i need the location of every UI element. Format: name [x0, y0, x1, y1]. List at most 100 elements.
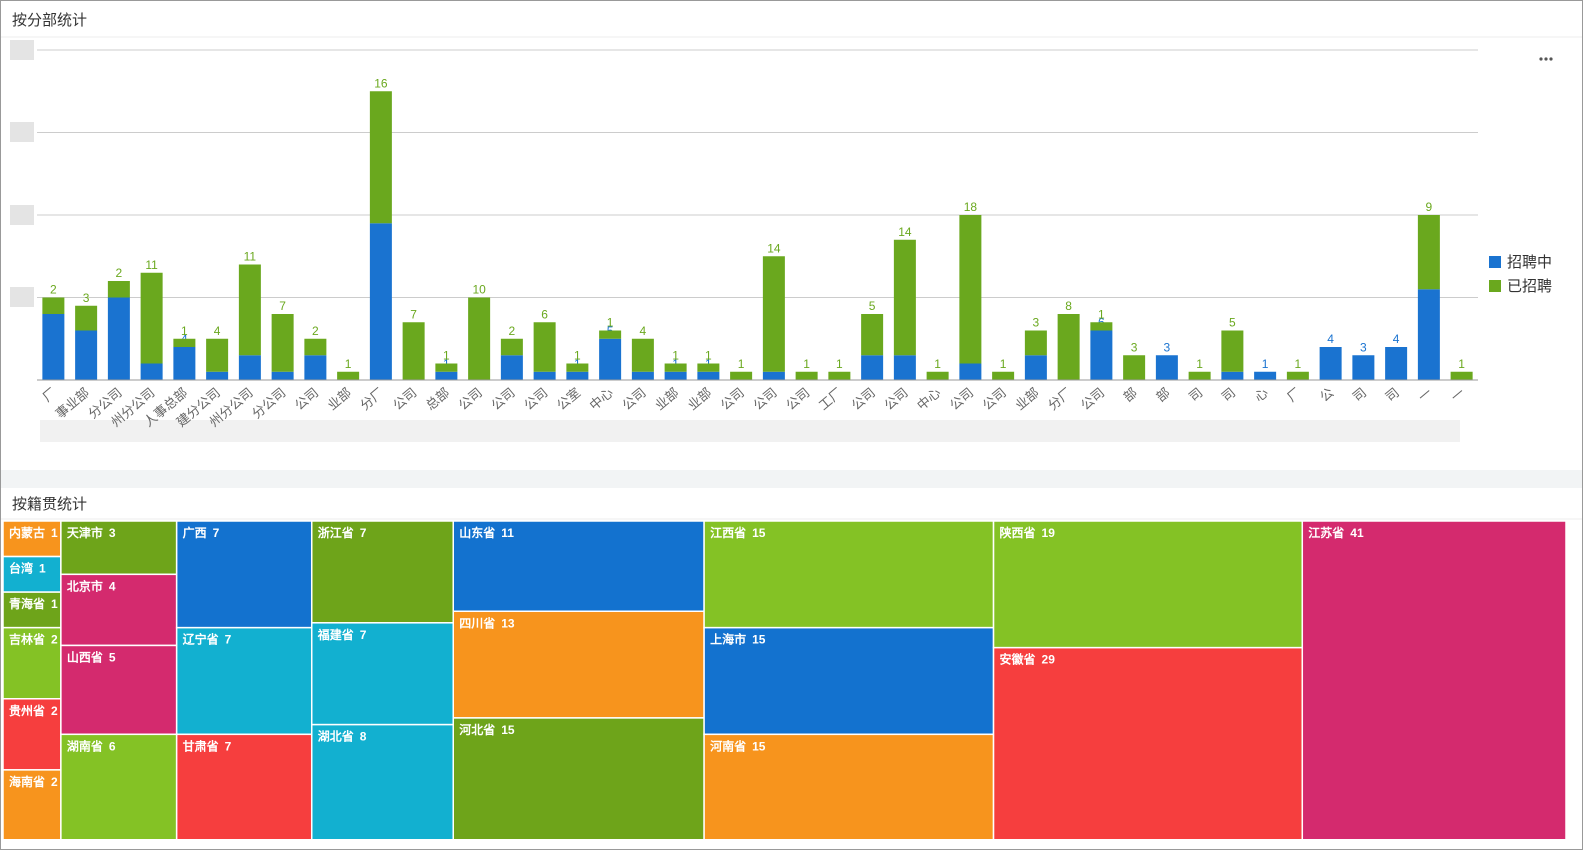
cell-label: 河北省 15 [458, 722, 515, 737]
data-label: 16 [374, 76, 388, 90]
data-label: 4 [640, 324, 647, 338]
cell-name: 甘肃省 [183, 738, 219, 753]
cell-value: 3 [109, 526, 116, 540]
bar-segment [206, 371, 229, 380]
data-label: 1 [1458, 357, 1465, 371]
treemap-cell [452, 717, 705, 839]
treemap-cell [310, 622, 454, 726]
data-label: 14 [767, 241, 781, 255]
bar-segment [1385, 347, 1408, 380]
legend-swatch [1489, 280, 1501, 292]
treemap-cell [2, 769, 62, 839]
bar-segment [238, 264, 261, 356]
cell-name: 北京市 [67, 578, 103, 593]
data-label: 1 [345, 357, 352, 371]
data-label: 1 [672, 349, 679, 363]
cell-label: 浙江省 7 [318, 525, 367, 540]
cell-label: 海南省 2 [9, 774, 58, 789]
cell-name: 江苏省 [1308, 525, 1344, 540]
bar-segment [337, 371, 360, 380]
bar-segment [533, 322, 556, 372]
cell-value: 29 [1042, 653, 1056, 667]
cell-value: 8 [360, 730, 367, 744]
cell-label: 江西省 15 [710, 525, 766, 540]
cell-name: 吉林省 [9, 632, 45, 647]
blur [10, 205, 34, 225]
data-label: 3 [1033, 316, 1040, 330]
treemap: 内蒙古 1 台湾 1 青海省 1 吉林省 2 贵州省 2 海南省 2 天津市 3 北京市 4 山西省 5 湖南省 6 广… [2, 521, 1567, 839]
data-label: 1 [803, 357, 810, 371]
cell-label: 山东省 11 [459, 525, 514, 540]
data-label: 11 [244, 250, 257, 264]
cell-value: 7 [225, 633, 232, 647]
bar-segment [697, 363, 720, 372]
bar-segment [271, 314, 294, 372]
bar-segment [599, 330, 622, 339]
cell-name: 河南省 [709, 738, 746, 753]
data-label: 4 [214, 324, 221, 338]
cell-name: 湖北省 [318, 729, 354, 744]
cell-name: 贵州省 [9, 703, 45, 718]
bar-segment [730, 371, 753, 380]
data-label: 2 [312, 324, 319, 338]
cell-label: 青海省 1 [9, 596, 58, 611]
bar-segment [828, 371, 851, 380]
legend-swatch [1489, 256, 1501, 268]
bar-segment [992, 371, 1015, 380]
cell-value: 7 [225, 739, 232, 753]
data-label: 1 [934, 357, 941, 371]
data-label: 1 [836, 357, 843, 371]
data-label: 1 [705, 349, 712, 363]
bar-segment [1090, 322, 1113, 331]
bar-segment [795, 371, 818, 380]
data-label: 3 [83, 291, 90, 305]
cell-label: 上海市 15 [710, 632, 766, 647]
treemap-cell [703, 626, 995, 736]
cell-value: 15 [501, 723, 515, 737]
data-label: 7 [279, 299, 286, 313]
bar-segment [402, 322, 425, 380]
bar-segment [500, 338, 523, 356]
panel-divider [1, 470, 1582, 488]
blur [10, 287, 34, 307]
cell-name: 海南省 [9, 774, 45, 789]
bar-segment [1254, 371, 1277, 380]
cell-value: 19 [1042, 526, 1056, 540]
cell-name: 台湾 [9, 561, 33, 576]
bar-segment [435, 371, 458, 380]
legend-label: 已招聘 [1507, 278, 1552, 295]
cell-name: 河北省 [458, 722, 495, 737]
data-label: 6 [541, 307, 548, 321]
cell-name: 陕西省 [1000, 525, 1036, 540]
cell-name: 山西省 [67, 649, 103, 664]
cell-value: 2 [51, 775, 58, 789]
more-menu[interactable] [1539, 57, 1553, 61]
cell-name: 江西省 [710, 525, 746, 540]
bar-segment [1417, 289, 1440, 380]
data-label: 9 [1426, 200, 1433, 214]
cell-value: 13 [501, 616, 515, 630]
cell-value: 15 [752, 633, 766, 647]
cell-value: 2 [51, 704, 58, 718]
treemap-cell [175, 733, 313, 839]
data-label: 7 [410, 307, 417, 321]
dot[interactable] [1539, 57, 1543, 61]
dot[interactable] [1549, 57, 1553, 61]
bar-segment [140, 272, 163, 364]
bar-segment [861, 314, 884, 356]
cell-value: 1 [51, 526, 58, 540]
data-label: 11 [145, 258, 158, 272]
data-label: 14 [898, 225, 912, 239]
treemap-cell [2, 698, 62, 771]
data-label: 4 [1393, 332, 1400, 346]
data-label: 1 [1196, 357, 1203, 371]
data-label: 2 [50, 283, 57, 297]
data-label: 1 [1295, 357, 1302, 371]
bar-segment [1024, 330, 1047, 356]
cell-name: 安徽省 [1000, 652, 1036, 667]
cell-label: 江苏省 41 [1308, 525, 1364, 540]
dot[interactable] [1544, 57, 1548, 61]
bar-segment [926, 371, 949, 380]
data-label: 10 [472, 283, 486, 297]
